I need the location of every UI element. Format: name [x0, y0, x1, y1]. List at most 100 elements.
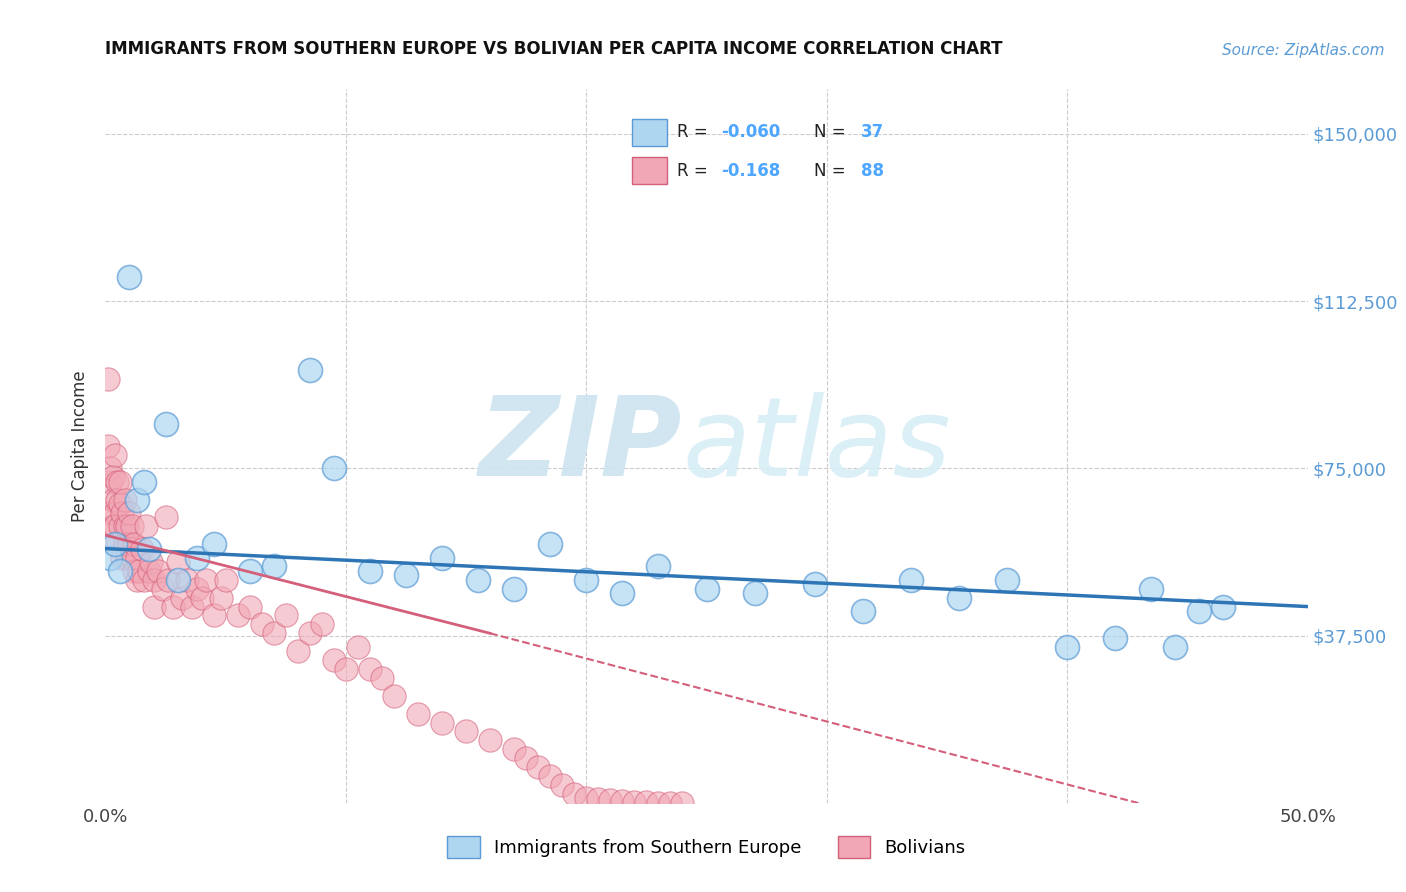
Y-axis label: Per Capita Income: Per Capita Income — [72, 370, 90, 522]
Point — [162, 599, 184, 614]
Point — [1140, 582, 1163, 596]
Point — [250, 617, 273, 632]
Point — [239, 599, 262, 614]
Text: N =: N = — [814, 162, 851, 180]
Point — [347, 640, 370, 654]
Point — [659, 796, 682, 810]
Point — [125, 492, 148, 507]
Point — [371, 671, 394, 685]
Point — [135, 519, 157, 533]
Point — [104, 448, 127, 462]
Point — [274, 608, 297, 623]
Text: ZIP: ZIP — [479, 392, 682, 500]
Point — [322, 653, 344, 667]
Text: atlas: atlas — [682, 392, 950, 500]
Point — [430, 715, 453, 730]
Point — [612, 586, 634, 600]
Point — [104, 537, 127, 551]
Text: R =: R = — [676, 162, 713, 180]
Point — [1188, 604, 1211, 618]
Point — [111, 550, 134, 565]
Point — [98, 550, 121, 565]
Point — [298, 626, 321, 640]
Point — [359, 564, 381, 578]
Point — [995, 573, 1018, 587]
Point — [647, 559, 669, 574]
Point — [1212, 599, 1234, 614]
Point — [852, 604, 875, 618]
Point — [186, 550, 208, 565]
Point — [382, 689, 405, 703]
Point — [1056, 640, 1078, 654]
Point — [101, 519, 124, 533]
Point — [1104, 631, 1126, 645]
Point — [118, 269, 141, 284]
Point — [298, 363, 321, 377]
Point — [479, 733, 502, 747]
Point — [142, 599, 165, 614]
Text: N =: N = — [814, 123, 851, 141]
Point — [139, 555, 162, 569]
Point — [101, 470, 124, 484]
Point — [108, 497, 131, 511]
Point — [1164, 640, 1187, 654]
Point — [172, 591, 194, 605]
Point — [142, 573, 165, 587]
Point — [166, 555, 188, 569]
Point — [128, 564, 150, 578]
Point — [335, 662, 357, 676]
Point — [527, 760, 550, 774]
Point — [101, 492, 124, 507]
Point — [454, 724, 477, 739]
Point — [190, 591, 212, 605]
Text: IMMIGRANTS FROM SOUTHERN EUROPE VS BOLIVIAN PER CAPITA INCOME CORRELATION CHART: IMMIGRANTS FROM SOUTHERN EUROPE VS BOLIV… — [105, 40, 1002, 58]
Point — [538, 537, 561, 551]
Text: 88: 88 — [862, 162, 884, 180]
Point — [98, 475, 121, 489]
Point — [562, 787, 585, 801]
Point — [503, 582, 526, 596]
Point — [124, 537, 146, 551]
Point — [263, 559, 285, 574]
Point — [395, 568, 418, 582]
Point — [263, 626, 285, 640]
Point — [181, 599, 204, 614]
Text: R =: R = — [676, 123, 713, 141]
Point — [132, 475, 155, 489]
Bar — [631, 157, 666, 185]
Point — [948, 591, 970, 605]
Point — [239, 564, 262, 578]
Point — [115, 519, 138, 533]
Point — [696, 582, 718, 596]
Point — [107, 475, 129, 489]
Point — [166, 573, 188, 587]
Text: -0.060: -0.060 — [721, 123, 780, 141]
Point — [803, 577, 825, 591]
Point — [108, 475, 131, 489]
Point — [97, 439, 120, 453]
Text: Source: ZipAtlas.com: Source: ZipAtlas.com — [1222, 43, 1385, 58]
Point — [118, 537, 141, 551]
Point — [125, 573, 148, 587]
Point — [114, 492, 136, 507]
Point — [186, 582, 208, 596]
Point — [359, 662, 381, 676]
Point — [118, 506, 141, 520]
Point — [209, 591, 232, 605]
Point — [176, 573, 198, 587]
Point — [322, 461, 344, 475]
Point — [97, 372, 120, 386]
Point — [636, 796, 658, 810]
Point — [114, 537, 136, 551]
Point — [195, 573, 218, 587]
Point — [744, 586, 766, 600]
Point — [107, 492, 129, 507]
Legend: Immigrants from Southern Europe, Bolivians: Immigrants from Southern Europe, Bolivia… — [440, 829, 973, 865]
Point — [98, 506, 121, 520]
Point — [131, 541, 153, 556]
Point — [612, 794, 634, 808]
Point — [148, 564, 170, 578]
Point — [124, 564, 146, 578]
Point — [155, 510, 177, 524]
Point — [202, 537, 225, 551]
